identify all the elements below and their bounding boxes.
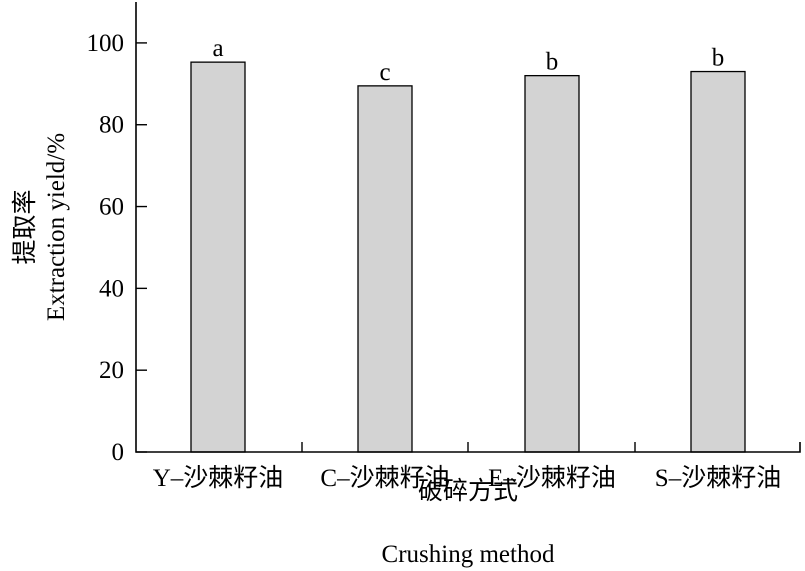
y-tick-label: 40 (99, 275, 124, 302)
x-axis-title-cn: 破碎方式 (418, 477, 518, 505)
bar (524, 74, 580, 453)
y-axis-title-en: Extraction yield/% (43, 133, 70, 321)
labels-layer: a Y–沙棘籽油 c C–沙棘籽油 b E–沙棘籽油 b S–沙棘籽油 (153, 35, 781, 492)
y-tick-label: 80 (99, 112, 124, 139)
y-axis-title-cn: 提取率 (11, 189, 39, 264)
x-category-label: Y–沙棘籽油 (153, 464, 284, 492)
y-tick-label: 20 (99, 357, 124, 384)
significance-letter: a (212, 35, 223, 62)
y-ticks-layer: 0 20 40 60 80 100 (87, 30, 636, 466)
x-axis-title-en: Crushing method (382, 541, 555, 568)
significance-letter: b (546, 49, 559, 76)
y-tick-label: 100 (87, 30, 125, 57)
bars-layer (190, 61, 746, 453)
y-tick-label: 0 (112, 439, 125, 466)
x-category-label: C–沙棘籽油 (320, 464, 449, 492)
x-category-label: S–沙棘籽油 (655, 464, 781, 492)
significance-letter: c (379, 59, 390, 86)
significance-letter: b (712, 45, 725, 72)
x-category-label: E–沙棘籽油 (488, 464, 616, 492)
y-tick-label: 60 (99, 194, 124, 221)
bar (690, 70, 746, 453)
bar (357, 85, 413, 453)
bar (190, 61, 246, 453)
